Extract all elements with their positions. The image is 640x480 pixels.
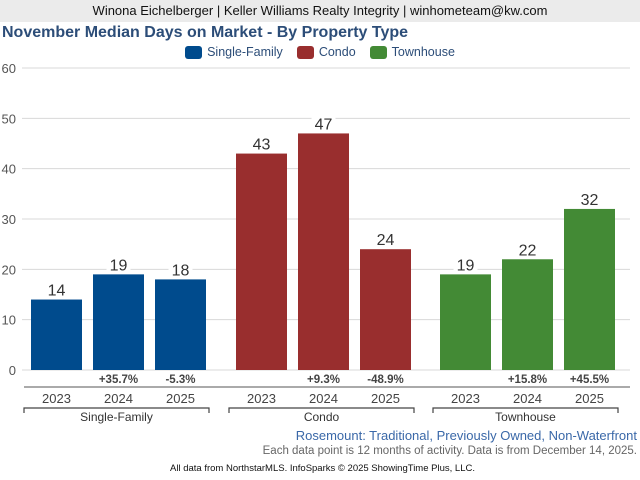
value-label-bg [515,240,540,259]
value-label: 22 [519,242,537,259]
value-label-bg [453,255,478,274]
legend-label: Condo [318,45,356,59]
legend-item-townhouse[interactable]: Townhouse [369,45,455,59]
y-tick-label: 40 [2,162,16,177]
data-note: Each data point is 12 months of activity… [262,445,637,457]
legend-item-single-family[interactable]: Single-Family [185,45,283,59]
chart-subtitle: Rosemount: Traditional, Previously Owned… [295,428,637,443]
change-label: -48.9% [367,374,403,386]
value-label: 32 [581,192,599,209]
value-label-bg [373,230,398,249]
change-label: +9.3% [307,374,340,386]
value-label: 14 [48,283,66,300]
value-label-bg [44,280,69,299]
x-tick-label: 2025 [575,391,604,406]
bar-townhouse-2024 [502,259,553,370]
group-bracket [23,407,210,413]
legend-swatch-condo [296,45,314,59]
group-bracket [432,407,619,413]
chart-title: November Median Days on Market - By Prop… [2,24,409,41]
value-label: 18 [172,262,190,279]
group-label: Single-Family [80,410,153,424]
chart-legend: Single-Family Condo Townhouse [0,45,640,59]
bar-condo-2023 [236,153,287,370]
legend-swatch-townhouse [369,45,387,59]
legend-label: Single-Family [207,45,283,59]
x-tick-label: 2024 [309,391,338,406]
legend-item-condo[interactable]: Condo [296,45,356,59]
value-label: 24 [377,232,395,249]
y-tick-label: 0 [9,363,16,378]
value-label-bg [249,134,274,153]
change-label: +15.8% [508,374,547,386]
change-label: +35.7% [99,374,138,386]
group-label: Townhouse [495,410,556,424]
agent-info-bar: Winona Eichelberger | Keller Williams Re… [0,0,640,22]
bar-townhouse-2025 [564,208,615,370]
bar-single-family-2023 [31,299,82,370]
value-label: 47 [315,116,333,133]
value-label-bg [106,255,131,274]
x-tick-label: 2023 [451,391,480,406]
y-tick-label: 60 [2,61,16,76]
x-tick-label: 2023 [42,391,71,406]
y-tick-label: 10 [2,313,16,328]
x-tick-label: 2025 [166,391,195,406]
y-tick-label: 50 [2,111,16,126]
legend-swatch-single-family [185,45,203,59]
bar-single-family-2025 [155,279,206,370]
value-label-bg [577,189,602,208]
bar-single-family-2024 [93,274,144,370]
value-label: 19 [110,257,128,274]
change-label: -5.3% [165,374,195,386]
x-tick-label: 2023 [247,391,276,406]
value-label-bg [168,260,193,279]
value-label: 19 [457,257,475,274]
bar-condo-2025 [360,249,411,370]
x-tick-label: 2025 [371,391,400,406]
x-tick-label: 2024 [513,391,542,406]
y-tick-label: 20 [2,262,16,277]
group-label: Condo [304,410,340,424]
group-bracket [228,407,415,413]
value-label-bg [311,114,336,133]
bar-townhouse-2023 [440,274,491,370]
legend-label: Townhouse [391,45,455,59]
bar-condo-2024 [298,133,349,370]
change-label: +45.5% [570,374,609,386]
y-tick-label: 30 [2,212,16,227]
value-label: 43 [253,137,271,154]
credit-line: All data from NorthstarMLS. InfoSparks ©… [170,463,475,474]
x-tick-label: 2024 [104,391,133,406]
